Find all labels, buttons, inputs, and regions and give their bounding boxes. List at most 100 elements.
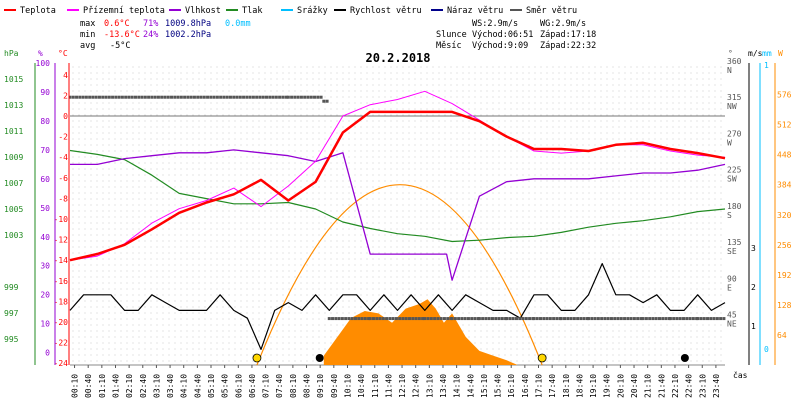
wind-dir-point	[401, 317, 405, 321]
tick-temp: -20	[54, 318, 69, 327]
wind-dir-point	[353, 317, 357, 321]
stat-max-rain: 0.0mm	[225, 19, 251, 29]
wind-dir-point	[101, 95, 105, 99]
chart-date: 20.2.2018	[365, 51, 430, 65]
tick-x: 04:40	[193, 374, 202, 398]
wind-dir-point	[268, 95, 272, 99]
wind-dir-point	[654, 317, 658, 321]
tick-hpa: 997	[4, 309, 19, 318]
wind-dir-point	[457, 317, 461, 321]
tick-pct: 10	[40, 320, 50, 329]
wind-dir-point	[606, 317, 610, 321]
wind-dir-point	[91, 95, 95, 99]
tick-x: 01:10	[98, 374, 107, 398]
moon-set: Západ:22:32	[540, 41, 596, 51]
wind-dir-point	[394, 317, 398, 321]
wind-dir-point	[104, 95, 108, 99]
wind-dir-point	[219, 95, 223, 99]
wind-dir-point	[199, 95, 203, 99]
wind-dir-point	[117, 95, 121, 99]
wind-dir-point	[81, 95, 85, 99]
tick-x: 05:40	[221, 374, 230, 398]
tick-dir-deg: 270	[727, 129, 742, 138]
tick-x: 19:10	[589, 374, 598, 398]
wind-dir-point	[696, 317, 700, 321]
wind-dir-point	[130, 95, 134, 99]
wind-dir-point	[411, 317, 415, 321]
stat-min-press: 1002.2hPa	[165, 30, 211, 40]
wind-dir-point	[371, 317, 375, 321]
wind-dir-point	[433, 317, 437, 321]
wind-dir-point	[555, 317, 559, 321]
wind-dir-point	[463, 317, 467, 321]
tick-hpa: 1013	[4, 101, 23, 110]
wind-dir-point	[303, 95, 307, 99]
wind-dir-point	[576, 317, 580, 321]
tick-temp: -4	[58, 153, 68, 162]
wind-dir-point	[306, 95, 310, 99]
wind-dir-point	[559, 317, 563, 321]
wind-dir-point	[644, 317, 648, 321]
tick-dir-name: N	[727, 66, 732, 75]
stat-avg-label: avg	[80, 41, 95, 51]
tick-mm: 0	[764, 345, 769, 354]
moon-label: Měsíc	[436, 41, 462, 51]
tick-wm2: 576	[777, 91, 792, 100]
wind-dir-point	[490, 317, 494, 321]
wind-dir-point	[186, 95, 190, 99]
tick-x: 13:40	[439, 374, 448, 398]
wind-dir-point	[682, 317, 686, 321]
solar-fill	[256, 184, 543, 366]
tick-x: 07:10	[262, 374, 271, 398]
tick-pct: 0	[45, 349, 50, 358]
tick-temp: -10	[54, 215, 69, 224]
wind-dir-point	[316, 95, 320, 99]
series-teplota	[69, 110, 726, 262]
wind-dir-point	[477, 317, 481, 321]
wind-dir-point	[442, 317, 446, 321]
wind-dir-point	[590, 317, 594, 321]
legend-label: Teplota	[20, 6, 56, 16]
wind-dir-point	[215, 95, 219, 99]
tick-x: 20:10	[616, 374, 625, 398]
tick-temp: -24	[54, 359, 69, 368]
wind-dir-point	[494, 317, 498, 321]
wind-dir-point	[421, 317, 425, 321]
tick-wm2: 448	[777, 151, 792, 160]
wind-dir-point	[344, 317, 348, 321]
wind-dir-point	[641, 317, 645, 321]
tick-x: 06:40	[248, 374, 257, 398]
wind-dir-point	[668, 317, 672, 321]
wind-dir-point	[202, 95, 206, 99]
wind-dir-point	[481, 317, 485, 321]
wind-dir-point	[685, 317, 689, 321]
wind-dir-point	[156, 95, 160, 99]
tick-dir-deg: 180	[727, 202, 742, 211]
wind-dir-point	[251, 95, 255, 99]
wind-dir-point	[658, 317, 661, 321]
wind-dir-point	[497, 317, 501, 321]
wind-dir-point	[327, 317, 331, 321]
wind-dir-point	[500, 317, 504, 321]
wind-dir-point	[299, 95, 303, 99]
wind-dir-point	[648, 317, 652, 321]
wind-dir-point	[651, 317, 655, 321]
tick-hpa: 995	[4, 335, 19, 344]
legend-label: Tlak	[242, 6, 262, 16]
stats-block: max 0.6°C 71% 1009.8hPa 0.0mm min -13.6°…	[80, 19, 596, 51]
wind-dir-point	[238, 95, 242, 99]
wind-dir-point	[539, 317, 543, 321]
wind-dir-point	[367, 317, 371, 321]
sun-set: Západ:17:18	[540, 30, 596, 40]
tick-x: 10:40	[357, 374, 366, 398]
tick-x: 23:10	[698, 374, 707, 398]
axis-unit-hpa: hPa	[4, 49, 19, 58]
tick-x: 14:10	[453, 374, 462, 398]
tick-x: 13:10	[425, 374, 434, 398]
wind-dir-point	[466, 317, 470, 321]
wind-dir-point	[170, 95, 174, 99]
wind-dir-point	[261, 95, 265, 99]
axis-unit-pct: %	[38, 49, 43, 58]
tick-x: 15:10	[480, 374, 489, 398]
stat-max-press: 1009.8hPa	[165, 19, 211, 29]
